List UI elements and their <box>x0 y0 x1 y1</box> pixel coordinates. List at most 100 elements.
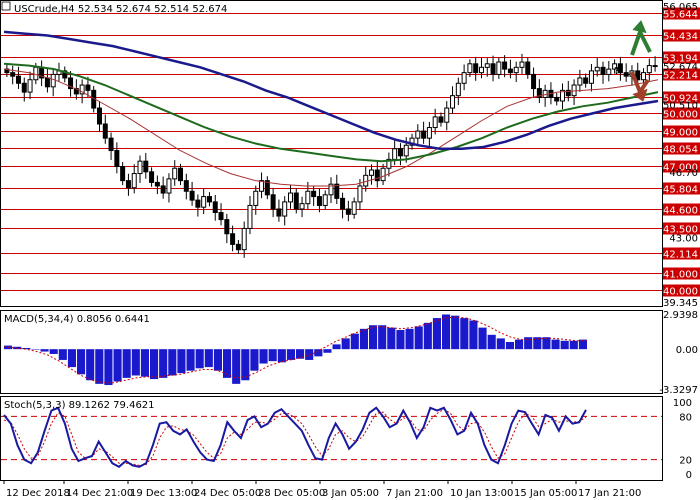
candle-body <box>206 196 212 203</box>
macd-bar <box>560 340 569 350</box>
macd-bar <box>49 349 58 354</box>
candle-body <box>635 70 641 81</box>
macd-bar <box>341 338 350 350</box>
stoch-panel: Stoch(5,3,3) 89.1262 79.4621 100 80 20 0 <box>1 398 692 481</box>
candle-body <box>131 173 137 189</box>
macd-bar <box>350 333 359 350</box>
price-scale-tick: 52.674 <box>663 62 698 73</box>
candle-body <box>496 61 502 75</box>
macd-bar <box>296 349 305 359</box>
macd-panel: MACD(5,34,4) 0.8056 0.6441 2.9398 0.00 -3.3… <box>3 310 698 396</box>
candle-body <box>415 130 421 139</box>
level-label-bg <box>663 142 700 155</box>
candle-body <box>646 65 652 74</box>
arrow-up-head-icon <box>632 20 647 34</box>
candle-body <box>623 72 629 77</box>
macd-bar <box>551 339 560 350</box>
candle-body <box>473 63 479 74</box>
candle-body <box>386 158 392 169</box>
stoch-main-line <box>3 406 587 469</box>
candle-body <box>531 73 537 90</box>
price-panel-frame <box>0 0 663 307</box>
macd-bar <box>186 349 195 371</box>
level-label-bg <box>663 51 700 64</box>
candle-body <box>172 167 178 180</box>
x-tick-label: 19 Dec 13:00 <box>130 488 197 499</box>
candle-body <box>351 201 357 215</box>
candle-body <box>137 160 143 175</box>
macd-scale-tick: 2.9398 <box>663 310 698 321</box>
stoch-scale-tick: 20 <box>679 456 692 467</box>
level-label: 41.000 <box>663 270 698 281</box>
candle-body <box>149 171 155 183</box>
level-label: 43.500 <box>663 225 698 236</box>
macd-bar <box>95 349 104 384</box>
macd-bar <box>223 349 232 378</box>
candle-body <box>241 227 247 251</box>
macd-bar <box>387 327 396 350</box>
level-label: 53.194 <box>663 54 698 65</box>
level-label: 45.804 <box>663 185 698 196</box>
candle-body <box>85 84 91 91</box>
candle-body <box>178 167 184 182</box>
macd-bar <box>478 327 487 350</box>
candle-body <box>484 63 490 68</box>
candle-body <box>218 212 224 221</box>
candle-body <box>328 183 334 196</box>
macd-bar <box>250 349 259 371</box>
candle-body <box>380 167 386 182</box>
candle-body <box>513 66 519 74</box>
macd-bar <box>204 349 213 368</box>
macd-bar <box>469 320 478 350</box>
macd-bar <box>323 349 332 353</box>
x-tick-label: 28 Dec 05:00 <box>258 488 325 499</box>
macd-bar <box>22 347 31 350</box>
stoch-scale-tick: 100 <box>673 398 692 409</box>
candle-body <box>334 183 340 199</box>
candle-body <box>490 63 496 75</box>
arrow-up-icon <box>630 30 652 56</box>
macd-bar <box>40 349 49 352</box>
price-scale-tick: 50.510 <box>663 100 698 111</box>
candle-body <box>536 88 542 98</box>
macd-bar <box>241 349 250 381</box>
macd-bar <box>268 349 277 362</box>
candle-body <box>79 84 85 95</box>
x-tick-label: 14 Dec 21:00 <box>66 488 133 499</box>
price-scale-tick: 46.70 <box>669 168 698 179</box>
macd-bar <box>569 340 578 350</box>
candle-body <box>450 95 456 109</box>
candle-body <box>96 107 102 125</box>
candle-body <box>374 169 380 182</box>
macd-bar <box>460 318 469 350</box>
macd-bar <box>150 349 159 380</box>
candle-body <box>612 63 618 70</box>
candle-body <box>299 203 305 210</box>
candle-body <box>444 107 450 123</box>
candle-body <box>565 89 571 97</box>
candle-body <box>160 185 166 194</box>
candle-body <box>322 194 328 206</box>
candle-body <box>340 197 346 210</box>
price-scale-tick: 56.065 <box>663 2 698 13</box>
candle-body <box>652 65 658 68</box>
level-label-bg <box>663 91 700 104</box>
candle-body <box>27 79 33 93</box>
candle-body <box>21 82 27 93</box>
macd-bar <box>168 349 177 376</box>
ma-blue-line <box>3 30 659 151</box>
candle-body <box>259 180 265 192</box>
level-label-bg <box>663 29 700 42</box>
candle-body <box>438 116 444 123</box>
candle-body <box>432 116 438 129</box>
candle-body <box>502 61 508 70</box>
price-scale-tick: 43.00 <box>669 233 698 244</box>
macd-bar <box>542 337 551 350</box>
candle-body <box>282 201 288 217</box>
candle-body <box>224 219 230 235</box>
candle-body <box>409 137 415 146</box>
level-label-bg <box>663 125 700 138</box>
price-scale-tick: 39.345 <box>663 298 698 309</box>
macd-bar <box>314 349 323 357</box>
